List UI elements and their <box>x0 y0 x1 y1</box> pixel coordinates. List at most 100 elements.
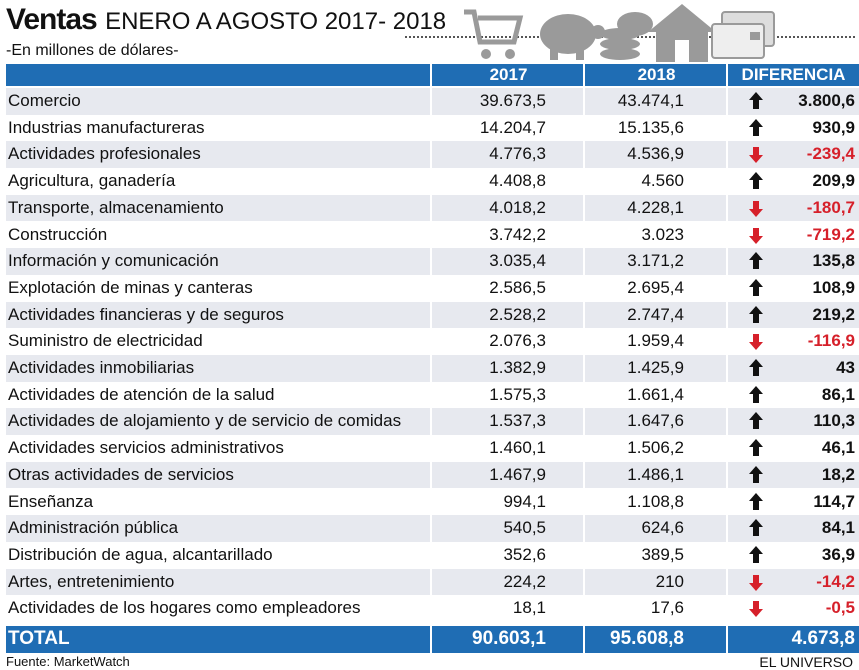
value-2017: 2.586,5 <box>489 277 546 297</box>
difference: 86,1 <box>821 384 855 404</box>
value-2017: 4.776,3 <box>489 144 546 164</box>
cart-icon <box>464 9 524 59</box>
value-2017: 1.460,1 <box>489 438 546 458</box>
difference: -0,5 <box>825 598 855 618</box>
difference: -14,2 <box>816 571 855 591</box>
column-separator <box>430 355 432 382</box>
difference: 108,9 <box>812 277 855 297</box>
difference: -116,9 <box>807 331 855 351</box>
column-separator <box>583 435 585 462</box>
row-label: Información y comunicación <box>8 251 219 271</box>
table-row: TOTAL 90.603,1 95.608,8 4.673,8 <box>6 626 859 653</box>
value-2017: 1.382,9 <box>489 358 546 377</box>
column-separator <box>726 435 728 462</box>
table-row: Actividades profesionales 4.776,3 4.536,9 -… <box>6 141 859 169</box>
arrow-up-icon <box>749 359 763 376</box>
value-2018: 15.135,6 <box>617 117 684 137</box>
value-2018: 17,6 <box>650 598 684 618</box>
table-row: Administración pública 540,5 624,6 84,1 <box>6 515 859 542</box>
row-label: Industrias manufactureras <box>8 117 205 137</box>
arrow-up-icon <box>749 519 763 537</box>
column-separator <box>583 541 585 569</box>
cards-icon <box>711 11 775 59</box>
difference: 84,1 <box>821 518 855 538</box>
row-label: Comercio <box>8 91 81 110</box>
value-2017: 1.467,9 <box>489 464 546 484</box>
value-2018: 624,6 <box>641 518 684 538</box>
row-label: Enseñanza <box>8 491 94 511</box>
difference: 4.673,8 <box>791 628 855 649</box>
row-label: TOTAL <box>8 628 70 649</box>
arrow-up-icon <box>749 545 763 563</box>
brand: EL UNIVERSO <box>759 654 853 670</box>
table-row: Actividades servicios administrativos 1.4… <box>6 435 859 462</box>
value-2017: 1.537,3 <box>489 411 546 431</box>
row-label: Distribución de agua, alcantarillado <box>8 544 273 564</box>
arrow-up <box>748 515 764 542</box>
value-2017: 1.575,3 <box>489 384 546 404</box>
column-separator <box>726 515 728 542</box>
arrow-down-icon <box>749 227 763 244</box>
value-2018: 1.647,6 <box>627 411 684 431</box>
arrow-down-icon <box>749 574 763 591</box>
arrow-up <box>748 88 764 115</box>
table-row: Actividades de atención de la salud 1.575… <box>6 381 859 409</box>
column-separator <box>726 461 728 489</box>
column-separator <box>430 435 432 462</box>
arrow-down <box>748 328 764 355</box>
column-header: 2017 <box>489 65 528 84</box>
table-row: Distribución de agua, alcantarillado 352,… <box>6 541 859 569</box>
column-separator <box>726 408 728 436</box>
arrow-down <box>748 222 764 249</box>
table-row: Otras actividades de servicios 1.467,9 1.4… <box>6 461 859 489</box>
arrow-up-icon <box>749 172 763 190</box>
value-2017: 4.408,8 <box>489 171 546 191</box>
value-2017: 4.018,2 <box>489 197 546 217</box>
column-separator <box>430 141 432 169</box>
arrow-up <box>748 408 764 435</box>
difference: -719,2 <box>806 224 855 244</box>
column-separator <box>583 515 585 542</box>
value-2017: 2.528,2 <box>489 304 546 324</box>
title: Ventas <box>6 3 98 36</box>
column-separator <box>430 248 432 275</box>
column-separator <box>583 568 585 596</box>
arrow-up-icon <box>749 465 763 483</box>
row-label: Explotación de minas y canteras <box>8 277 253 297</box>
column-separator <box>583 626 585 653</box>
value-2018: 4.228,1 <box>627 197 684 217</box>
piggy-icon <box>540 14 605 60</box>
table-row: Información y comunicación 3.035,4 3.171,2… <box>6 248 859 275</box>
column-separator <box>583 114 585 142</box>
column-separator <box>583 301 585 329</box>
row-label: Actividades financieras y de seguros <box>8 304 284 324</box>
arrow-up-icon <box>749 278 763 296</box>
column-separator <box>430 408 432 436</box>
value-2018: 3.023 <box>641 224 684 244</box>
row-label: Actividades de atención de la salud <box>8 384 275 404</box>
value-2017: 540,5 <box>503 518 546 538</box>
value-2017: 90.603,1 <box>472 628 546 649</box>
column-separator <box>583 88 585 115</box>
arrow-up-icon <box>749 118 763 136</box>
value-2018: 4.536,9 <box>627 144 684 164</box>
table-row: Construcción 3.742,2 3.023 -719,2 <box>6 221 859 249</box>
column-separator <box>583 141 585 169</box>
coins-icon <box>600 12 653 60</box>
difference: 114,7 <box>813 491 855 511</box>
value-2018: 389,5 <box>641 544 684 564</box>
column-separator <box>430 541 432 569</box>
difference: -180,7 <box>806 197 855 217</box>
column-separator <box>726 168 728 195</box>
value-2017: 224,2 <box>503 571 546 591</box>
table-row: Suministro de electricidad 2.076,3 1.959,4… <box>6 328 859 355</box>
column-separator <box>583 221 585 249</box>
difference: 219,2 <box>812 304 855 324</box>
column-separator <box>583 461 585 489</box>
value-2018: 2.695,4 <box>627 277 684 297</box>
subtitle: ENERO A AGOSTO 2017- 2018 <box>105 8 447 35</box>
column-separator <box>726 488 728 516</box>
table-row: Transporte, almacenamiento 4.018,2 4.228,1… <box>6 194 859 222</box>
arrow-down <box>748 141 764 168</box>
title-line: Ventas ENERO A AGOSTO 2017- 2018 <box>6 2 446 40</box>
